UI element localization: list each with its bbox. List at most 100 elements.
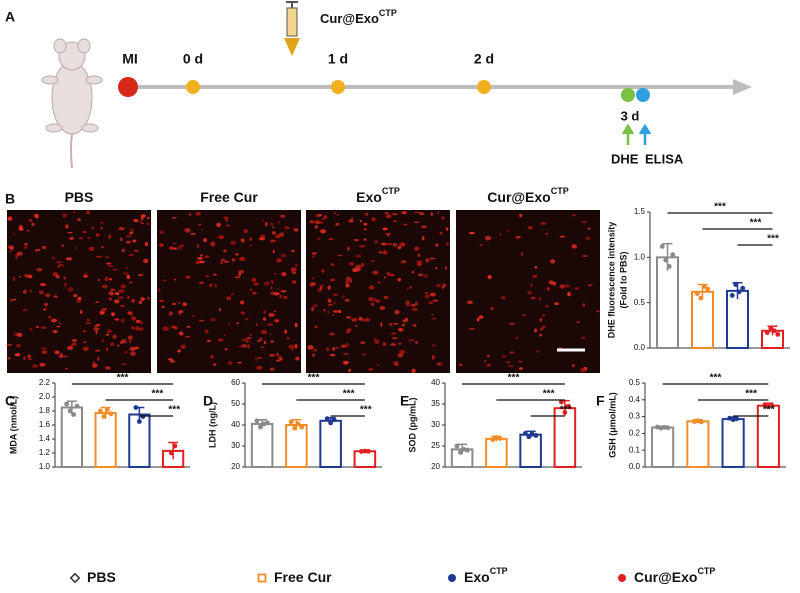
speckle	[348, 219, 354, 223]
speckle	[416, 260, 423, 263]
speckle	[128, 339, 132, 343]
y-tick-label: 30	[431, 420, 440, 429]
speckle	[129, 281, 133, 284]
speckle	[321, 269, 325, 273]
speckle	[373, 337, 377, 341]
speckle	[16, 344, 21, 348]
speckle	[328, 238, 334, 241]
speckle	[100, 227, 103, 230]
speckle	[230, 293, 234, 296]
speckle	[120, 305, 126, 308]
speckle	[88, 246, 95, 251]
data-point	[705, 286, 711, 292]
legend-marker	[618, 574, 626, 582]
speckle	[139, 220, 143, 223]
speckle	[546, 287, 550, 291]
speckle	[101, 307, 106, 312]
speckle	[241, 338, 248, 342]
speckle	[327, 303, 333, 306]
speckle	[129, 313, 134, 316]
speckle	[108, 297, 112, 301]
speckle	[272, 249, 275, 254]
speckle	[67, 287, 74, 292]
data-point	[74, 403, 80, 409]
speckle	[333, 293, 338, 297]
speckle	[24, 273, 29, 278]
speckle	[405, 300, 410, 305]
speckle	[432, 299, 439, 302]
speckle	[509, 351, 515, 354]
speckle	[77, 296, 82, 301]
speckle	[382, 250, 388, 255]
speckle	[413, 211, 420, 214]
speckle	[487, 275, 492, 280]
speckle	[345, 283, 350, 288]
speckle	[333, 212, 337, 215]
speckle	[118, 289, 125, 293]
bar	[553, 407, 577, 469]
speckle	[342, 353, 350, 355]
speckle	[28, 358, 33, 361]
data-point	[257, 424, 263, 430]
speckle	[138, 300, 143, 305]
speckle	[105, 262, 112, 265]
speckle	[82, 346, 89, 352]
speckle	[85, 322, 92, 325]
speckle	[380, 322, 383, 327]
speckle	[340, 344, 347, 348]
speckle	[41, 347, 47, 350]
data-point	[97, 408, 103, 414]
speckle	[110, 342, 115, 347]
speckle	[412, 323, 417, 327]
speckle	[344, 298, 350, 302]
speckle	[550, 259, 556, 264]
speckle	[274, 292, 278, 296]
legend-marker	[69, 572, 81, 584]
speckle	[363, 238, 367, 241]
data-point	[701, 283, 707, 289]
speckle	[344, 281, 349, 284]
speckle	[326, 310, 330, 314]
data-point	[526, 434, 532, 440]
speckle	[545, 305, 549, 308]
speckle	[256, 340, 261, 342]
speckle	[394, 309, 400, 315]
speckle	[263, 310, 267, 314]
speckle	[23, 245, 28, 250]
data-point	[666, 264, 672, 269]
speckle	[204, 255, 210, 258]
legend-label-base: PBS	[87, 569, 116, 585]
speckle	[6, 344, 13, 346]
speckle	[441, 216, 445, 220]
speckle	[353, 238, 360, 242]
legend-label-base: Exo	[464, 569, 490, 585]
speckle	[571, 363, 576, 368]
speckle	[205, 275, 209, 278]
speckle	[249, 237, 253, 241]
speckle	[400, 260, 407, 264]
speckle	[284, 329, 287, 334]
data-point	[292, 425, 298, 431]
speckle	[291, 348, 294, 351]
speckle	[120, 284, 126, 289]
speckle	[35, 325, 40, 329]
speckle	[374, 339, 380, 345]
speckle	[210, 354, 214, 359]
speckle	[429, 292, 436, 297]
speckle	[515, 235, 522, 239]
speckle	[104, 276, 109, 282]
significance-label: ***	[152, 389, 164, 400]
speckle	[373, 239, 378, 244]
speckle	[428, 300, 434, 305]
speckle	[243, 229, 248, 234]
speckle	[290, 250, 295, 252]
speckle	[435, 243, 439, 247]
data-point	[464, 447, 470, 453]
speckle	[355, 267, 361, 272]
speckle	[344, 362, 347, 366]
speckle	[83, 272, 88, 275]
event-label: 2 d	[474, 51, 494, 67]
speckle	[177, 349, 181, 353]
speckle	[139, 320, 142, 324]
speckle	[522, 314, 526, 316]
